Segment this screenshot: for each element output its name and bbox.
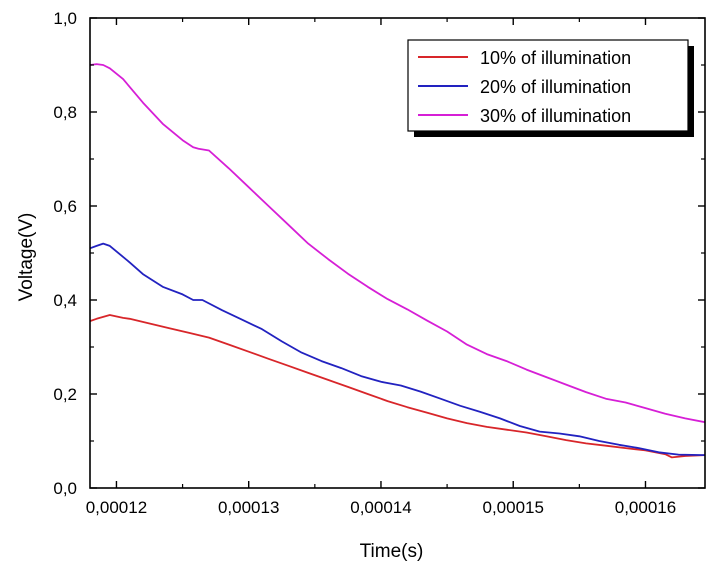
y-tick-label: 0,8 bbox=[53, 103, 77, 122]
legend: 10% of illumination 20% of illumination 30… bbox=[407, 39, 694, 137]
y-tick-label: 0,4 bbox=[53, 291, 77, 310]
y-tick-label: 0,2 bbox=[53, 385, 77, 404]
x-tick-label: 0,00012 bbox=[86, 498, 147, 517]
x-tick-label: 0,00013 bbox=[218, 498, 279, 517]
y-tick-label: 1,0 bbox=[53, 9, 77, 28]
x-tick-label: 0,00015 bbox=[482, 498, 543, 517]
plot-area bbox=[90, 63, 705, 459]
axes: 0,00012 0,00013 0,00014 0,00015 0,00016 0,0 0,… bbox=[16, 9, 706, 562]
y-axis-label: Voltage(V) bbox=[16, 213, 37, 302]
x-tick-label: 0,00016 bbox=[615, 498, 676, 517]
y-tick-label: 0,0 bbox=[53, 479, 77, 498]
series-line-2 bbox=[90, 242, 705, 456]
series-line-1 bbox=[90, 314, 705, 459]
x-tick-label: 0,00014 bbox=[350, 498, 411, 517]
series-line-3 bbox=[90, 63, 705, 424]
x-axis-label: Time(s) bbox=[360, 541, 424, 562]
legend-label-3: 30% of illumination bbox=[480, 106, 631, 126]
legend-label-1: 10% of illumination bbox=[480, 48, 631, 68]
legend-label-2: 20% of illumination bbox=[480, 77, 631, 97]
y-tick-label: 0,6 bbox=[53, 197, 77, 216]
